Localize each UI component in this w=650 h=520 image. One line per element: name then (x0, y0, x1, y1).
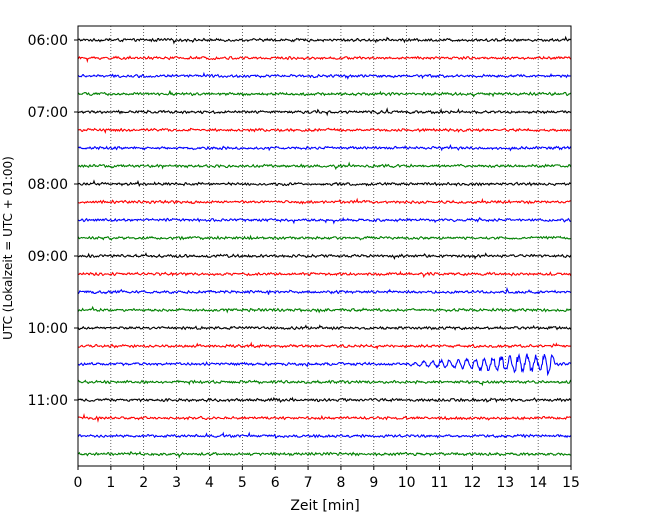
x-axis-ticks: 0 1 2 3 4 5 6 7 8 9 10 11 12 13 14 15 (74, 466, 580, 491)
x-tick-label: 11 (431, 475, 449, 491)
trace-0800 (77, 179, 572, 187)
trace-0930 (77, 286, 572, 295)
x-tick-label: 0 (74, 475, 83, 491)
y-tick-label: 09:00 (28, 249, 68, 265)
x-tick-label: 4 (205, 475, 214, 491)
trace-0615 (77, 55, 572, 64)
trace-0745 (77, 161, 572, 171)
x-tick-label: 8 (336, 475, 345, 491)
trace-0900 (77, 252, 572, 260)
trace-1015 (77, 341, 572, 350)
x-tick-label: 6 (271, 475, 280, 491)
x-tick-label: 12 (463, 475, 481, 491)
x-tick-label: 13 (496, 475, 514, 491)
x-tick-label: 15 (562, 475, 580, 491)
x-tick-label: 10 (398, 475, 416, 491)
y-tick-label: 10:00 (28, 321, 68, 337)
trace-1000 (77, 324, 572, 331)
trace-1045 (77, 379, 572, 387)
x-tick-label: 5 (238, 475, 247, 491)
x-tick-label: 2 (139, 475, 148, 491)
y-tick-label: 08:00 (28, 177, 68, 193)
y-tick-label: 06:00 (28, 33, 68, 49)
plot-background (78, 26, 571, 466)
trace-lines (77, 35, 572, 459)
trace-1115 (77, 412, 572, 423)
y-tick-label: 11:00 (28, 393, 68, 409)
trace-1030 (77, 352, 572, 377)
x-tick-label: 7 (304, 475, 313, 491)
trace-0915 (77, 270, 572, 279)
trace-0815 (77, 197, 572, 205)
trace-0715 (77, 127, 572, 134)
trace-0945 (77, 305, 572, 314)
trace-0645 (77, 90, 572, 98)
plot-frame (77, 25, 572, 467)
y-axis-label: UTC (Lokalzeit = UTC + 01:00) (1, 156, 15, 340)
trace-1145 (77, 450, 572, 459)
trace-0845 (77, 234, 572, 241)
trace-1130 (77, 431, 572, 439)
grid-lines (110, 26, 539, 466)
x-tick-label: 1 (106, 475, 115, 491)
y-tick-label: 07:00 (28, 105, 68, 121)
trace-0600 (77, 35, 572, 45)
trace-0630 (77, 71, 572, 80)
trace-0700 (77, 107, 572, 117)
x-tick-label: 9 (369, 475, 378, 491)
y-axis-ticks: 06:00 07:00 08:00 09:00 10:00 11:00 (28, 33, 78, 409)
trace-0730 (77, 144, 572, 152)
x-tick-label: 14 (529, 475, 547, 491)
x-axis-label: Zeit [min] (290, 498, 359, 514)
trace-1100 (77, 396, 572, 404)
x-tick-label: 3 (172, 475, 181, 491)
trace-0830 (77, 216, 572, 225)
